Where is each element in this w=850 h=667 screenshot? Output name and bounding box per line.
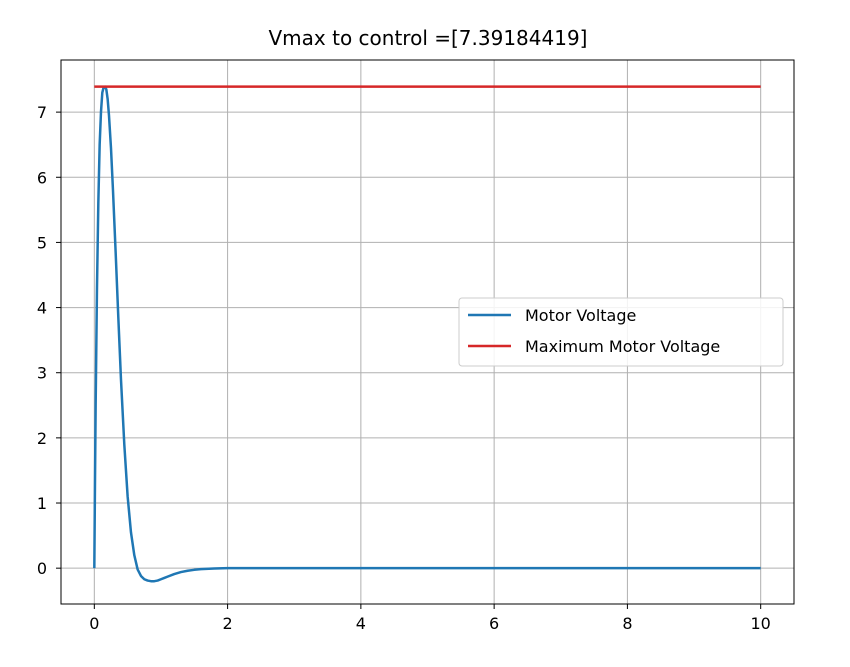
y-tick-label: 2 [37, 429, 47, 448]
legend-label-motor-voltage: Motor Voltage [525, 306, 636, 325]
y-tick-label: 4 [37, 299, 47, 318]
y-tick-label: 1 [37, 494, 47, 513]
y-tick-label: 7 [37, 103, 47, 122]
chart-title: Vmax to control =[7.39184419] [269, 26, 588, 50]
legend: Motor Voltage Maximum Motor Voltage [458, 297, 784, 367]
series-layer [93, 85, 761, 583]
legend-box [458, 297, 784, 367]
y-tick-label: 5 [37, 233, 47, 252]
x-tick-label: 8 [622, 614, 632, 633]
y-tick-label: 0 [37, 559, 47, 578]
ticks: 0 2 4 6 8 10 0 1 2 3 4 5 6 7 [37, 103, 771, 633]
x-tick-label: 4 [356, 614, 366, 633]
x-tick-label: 0 [89, 614, 99, 633]
x-tick-label: 10 [751, 614, 771, 633]
x-tick-label: 2 [222, 614, 232, 633]
series-line-motor-voltage [93, 85, 761, 583]
x-tick-label: 6 [489, 614, 499, 633]
legend-label-maximum-motor-voltage: Maximum Motor Voltage [525, 337, 720, 356]
y-tick-label: 6 [37, 168, 47, 187]
plot-frame [60, 59, 795, 605]
y-tick-label: 3 [37, 364, 47, 383]
